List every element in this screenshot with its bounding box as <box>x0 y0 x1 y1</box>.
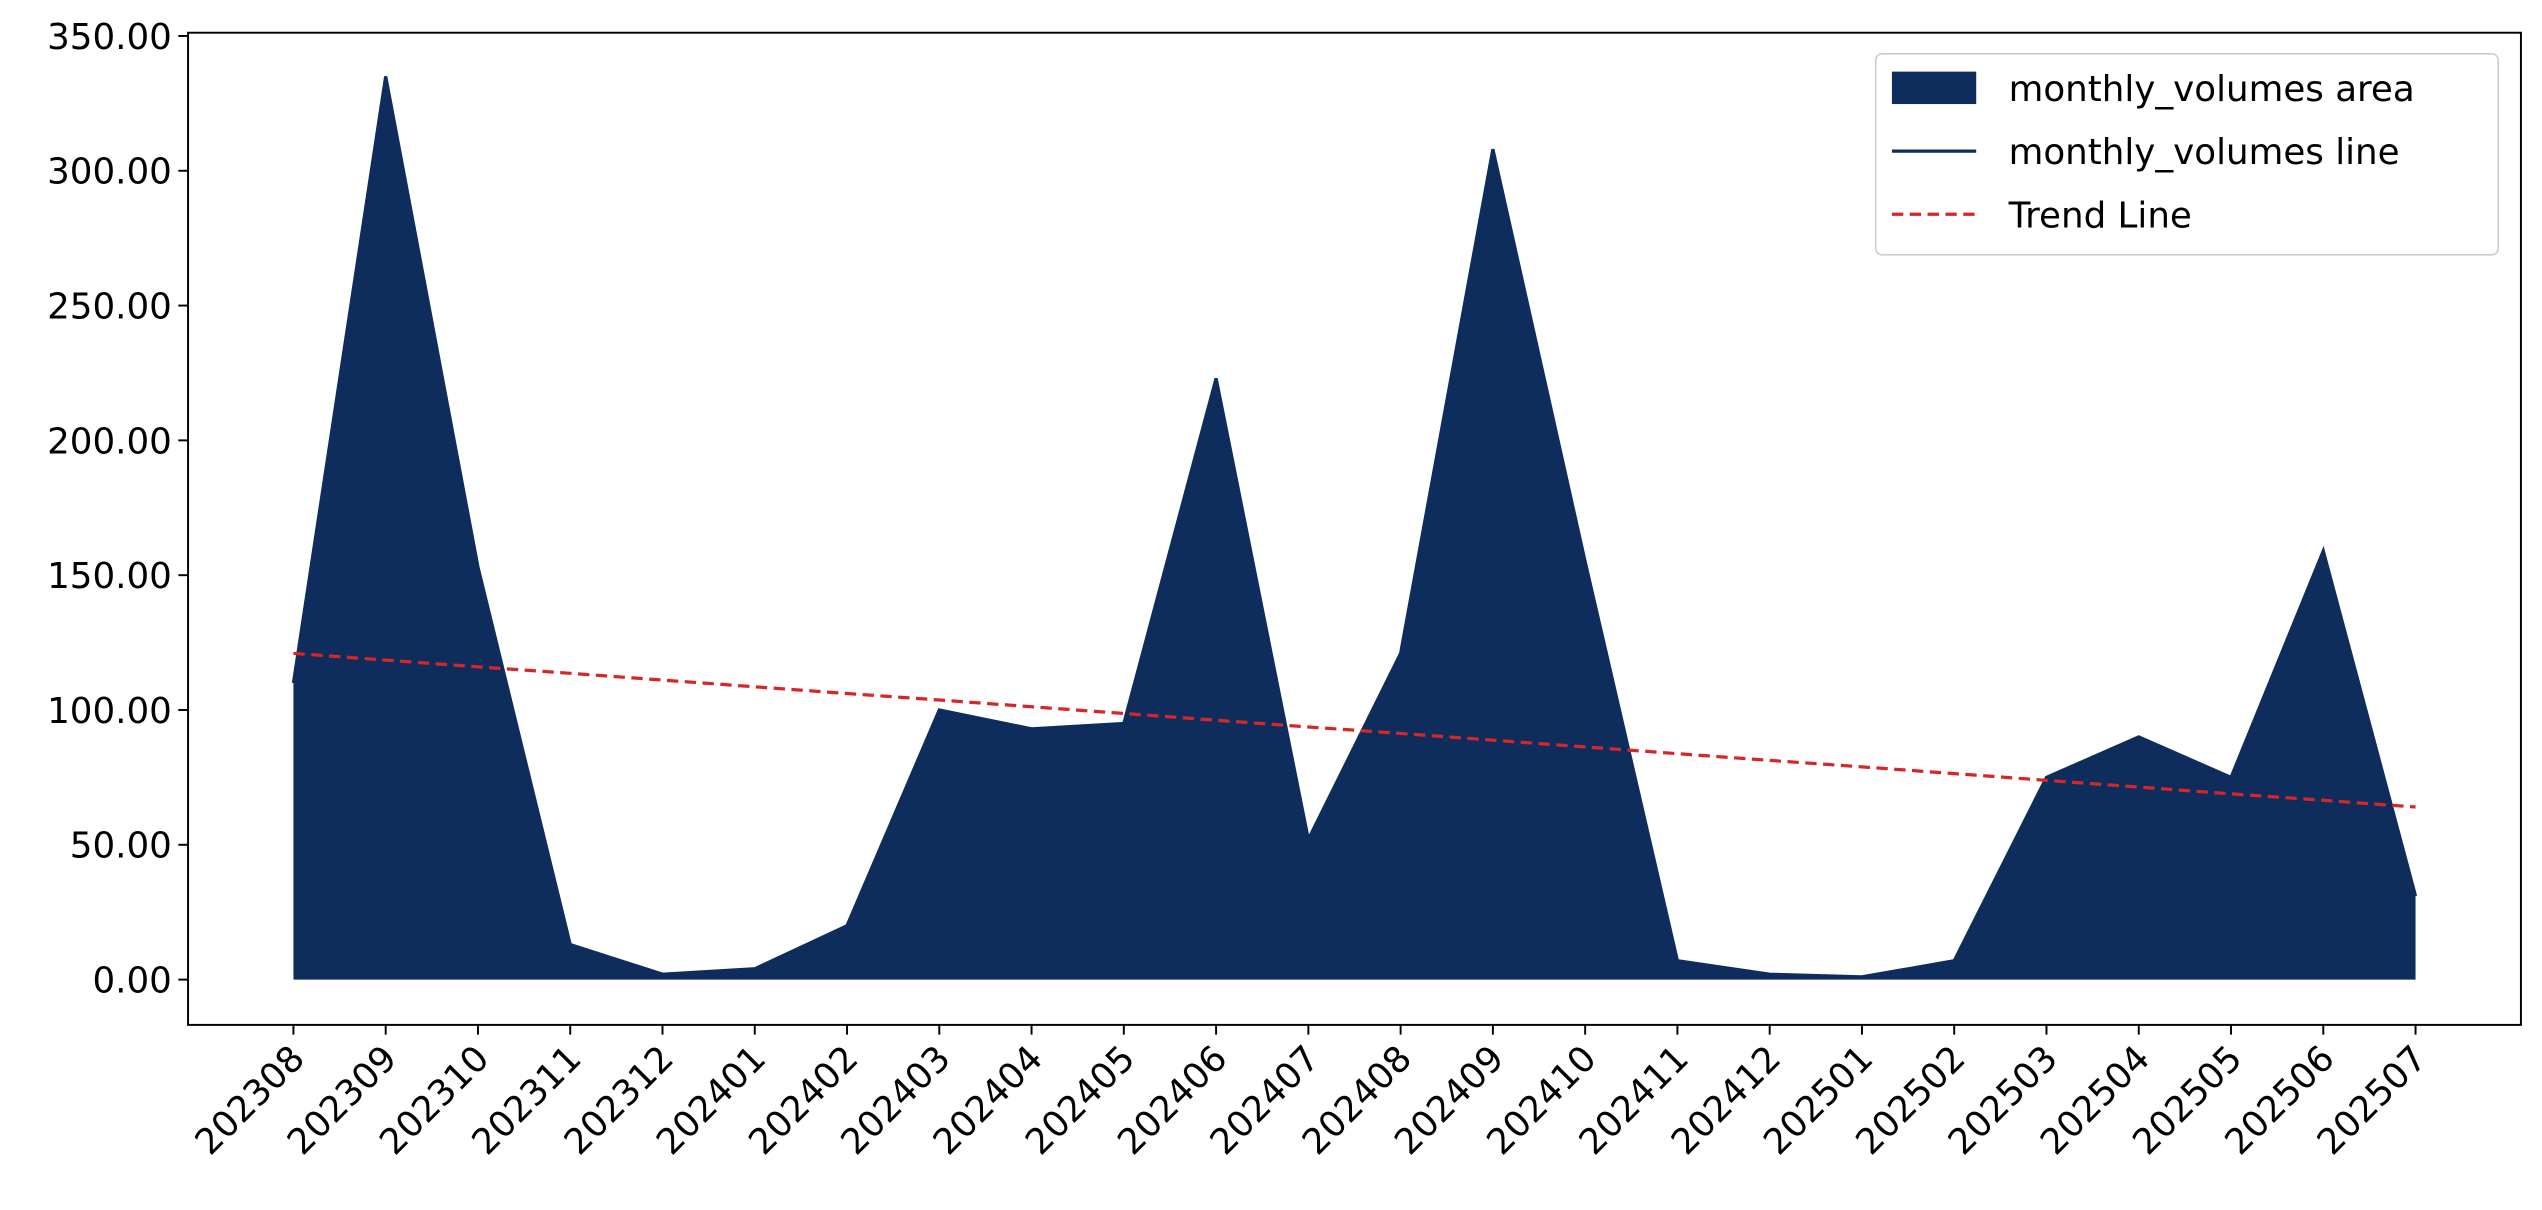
y-tick-label: 350.00 <box>47 17 172 58</box>
legend: monthly_volumes area monthly_volumes line… <box>1874 52 2500 256</box>
y-tick-label: 250.00 <box>47 287 172 328</box>
trend-line <box>293 651 2416 809</box>
y-tick-label: 150.00 <box>47 556 172 597</box>
legend-label: monthly_volumes area <box>2009 69 2415 110</box>
y-tick-label: 50.00 <box>70 826 172 867</box>
legend-frame <box>1874 52 2500 256</box>
legend-label: Trend Line <box>2008 195 2192 236</box>
area <box>293 76 2416 980</box>
legend-label: monthly_volumes line <box>2009 132 2400 173</box>
y-tick-label: 300.00 <box>47 152 172 193</box>
plot-frame <box>187 31 2522 1026</box>
y-tick-label: 200.00 <box>47 421 172 462</box>
legend-swatch <box>1891 71 1977 105</box>
y-tick-label: 100.00 <box>47 691 172 732</box>
line <box>291 76 2418 979</box>
y-tick-label: 0.00 <box>92 961 171 1002</box>
